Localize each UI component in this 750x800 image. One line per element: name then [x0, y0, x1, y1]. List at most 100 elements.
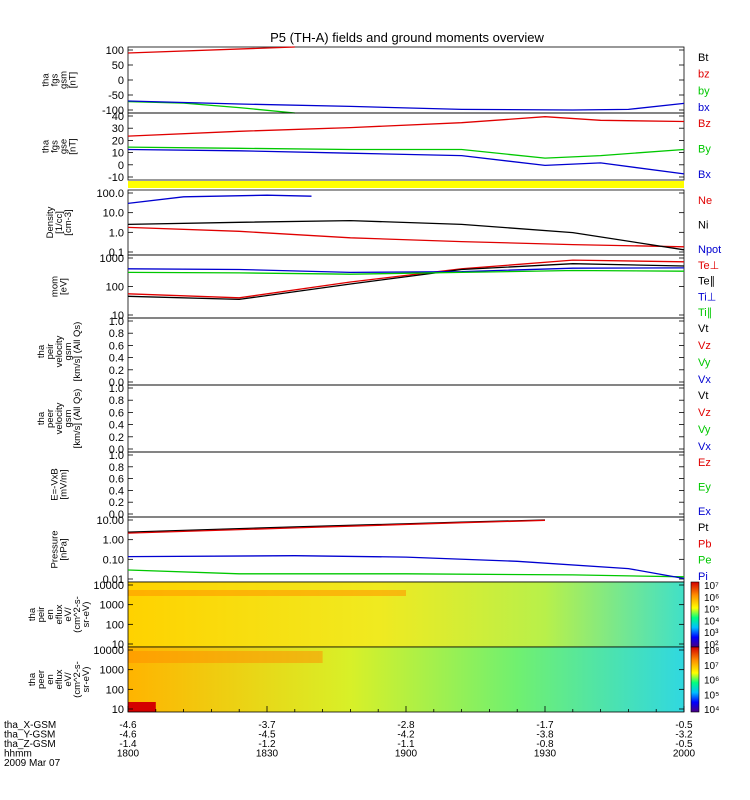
- colorbar-tick-label: 10⁶: [704, 676, 719, 687]
- spectrogram-band: [128, 702, 156, 712]
- ylabel-line: [nPa]: [59, 538, 70, 560]
- ytick-label: 0.6: [109, 407, 124, 419]
- legend-entry: Te∥: [698, 276, 715, 288]
- ylabel-line: [nT]: [68, 72, 79, 88]
- legend-entry: Ni: [698, 220, 708, 232]
- legend-entry: bx: [698, 102, 710, 114]
- colorbar-tick-label: 10⁶: [704, 593, 719, 604]
- ylabel-line: E=-VxB: [50, 468, 61, 500]
- ylabel-line: eV/: [63, 607, 74, 622]
- ylabel-line: (cm^2-s-: [72, 596, 83, 633]
- ytick-label: 10: [112, 148, 124, 160]
- ytick-label: 0: [118, 75, 124, 87]
- ylabel-line: tha: [27, 672, 38, 686]
- colorbar-tick-label: 10⁴: [704, 705, 719, 716]
- ytick-label: 50: [112, 60, 124, 72]
- ylabel-line: [mV/m]: [59, 469, 70, 499]
- series-line: [127, 269, 685, 275]
- ylabel-line: peer: [36, 670, 47, 689]
- xaxis-row-value: -3.8: [536, 730, 554, 741]
- legend-entry: Vt: [698, 323, 708, 335]
- legend-entry: Pe: [698, 555, 711, 567]
- xaxis-row-value: -0.8: [536, 739, 554, 750]
- ylabel-line: eflux: [54, 669, 65, 689]
- legend-entry: Vx: [698, 374, 711, 386]
- ylabel-line: peir: [45, 344, 56, 360]
- legend-entry: Vt: [698, 390, 708, 402]
- colorbar-tick-label: 10²: [704, 640, 719, 651]
- ytick-label: 0.8: [109, 395, 124, 407]
- panel-ylabel: E=-VxB[mV/m]: [50, 468, 70, 500]
- xaxis-row-value: -4.2: [397, 730, 415, 741]
- series-line: [127, 263, 685, 301]
- ytick-label: 0.4: [109, 485, 124, 497]
- colorbar-tick-label: 10⁴: [704, 616, 719, 627]
- ytick-label: 1.0: [109, 383, 124, 395]
- legend-entry: Ey: [698, 482, 711, 494]
- ytick-label: 0.0: [109, 509, 124, 521]
- xaxis-row-value: -1.2: [258, 739, 276, 750]
- ytick-label: 20: [112, 135, 124, 147]
- series-line: [127, 219, 685, 251]
- xaxis-row-value: -0.5: [675, 720, 693, 731]
- series-line: [127, 100, 685, 111]
- series-line: [127, 116, 685, 137]
- legend-entry: by: [698, 85, 710, 97]
- colorbar-tick-label: 10⁷: [704, 661, 719, 672]
- ylabel-line: sr-eV): [81, 602, 92, 628]
- legend-entry: Vy: [698, 424, 711, 436]
- ytick-label: 0.01: [103, 574, 124, 586]
- ylabel-line: velocity: [54, 335, 65, 367]
- legend-entry: Pt: [698, 522, 708, 534]
- ylabel-line: en: [45, 609, 56, 620]
- ytick-label: 1.0: [109, 450, 124, 462]
- legend-entry: Npot: [698, 244, 721, 256]
- colorbar: [690, 646, 700, 713]
- ytick-label: 10: [112, 639, 124, 651]
- ylabel-line: mom: [50, 276, 61, 297]
- ytick-label: 0.4: [109, 420, 124, 432]
- legend-entry: Vz: [698, 407, 711, 419]
- ytick-label: -10: [108, 172, 124, 184]
- legend-entry: Vz: [698, 340, 711, 352]
- ytick-label: 100: [106, 45, 124, 57]
- xaxis-row-label: tha_Z-GSM: [4, 739, 56, 750]
- ylabel-line: fgs: [50, 73, 61, 86]
- ytick-label: 1.00: [103, 535, 124, 547]
- ytick-label: 100.0: [96, 188, 124, 200]
- series-line: [127, 194, 312, 205]
- ytick-label: 40: [112, 111, 124, 123]
- ytick-label: 0.8: [109, 328, 124, 340]
- ytick-label: 10.0: [103, 208, 124, 220]
- ylabel-line: [eV]: [59, 278, 70, 295]
- xaxis-row-value: -1.4: [119, 739, 137, 750]
- ytick-label: 0.8: [109, 462, 124, 474]
- ytick-label: -50: [108, 90, 124, 102]
- legend-entry: Pb: [698, 538, 711, 550]
- ytick-label: 1000: [100, 665, 124, 677]
- ytick-label: -100: [102, 105, 124, 117]
- ytick-label: 10000: [93, 580, 124, 592]
- panel-ylabel: mom[eV]: [50, 276, 70, 297]
- ytick-label: 100: [106, 619, 124, 631]
- ytick-label: 0.6: [109, 474, 124, 486]
- xaxis-row-value: -3.7: [258, 720, 276, 731]
- ylabel-line: gse: [59, 139, 70, 154]
- ylabel-line: (cm^2-s-: [72, 661, 83, 698]
- panel-frame: [127, 112, 685, 181]
- ylabel-line: [1/cc]: [54, 211, 65, 234]
- series-line: [127, 519, 546, 534]
- legend-entry: Ex: [698, 506, 711, 518]
- ylabel-line: peir: [36, 607, 47, 623]
- ylabel-line: fgs: [50, 140, 61, 153]
- spectrogram-band: [128, 590, 406, 596]
- ylabel-line: tha: [41, 73, 52, 87]
- xaxis-row-value: 1830: [256, 749, 279, 760]
- legend-entry: Bx: [698, 169, 711, 181]
- legend-entry: Vy: [698, 357, 711, 369]
- ytick-label: 0.1: [109, 247, 124, 259]
- legend-entry: Bt: [698, 52, 708, 64]
